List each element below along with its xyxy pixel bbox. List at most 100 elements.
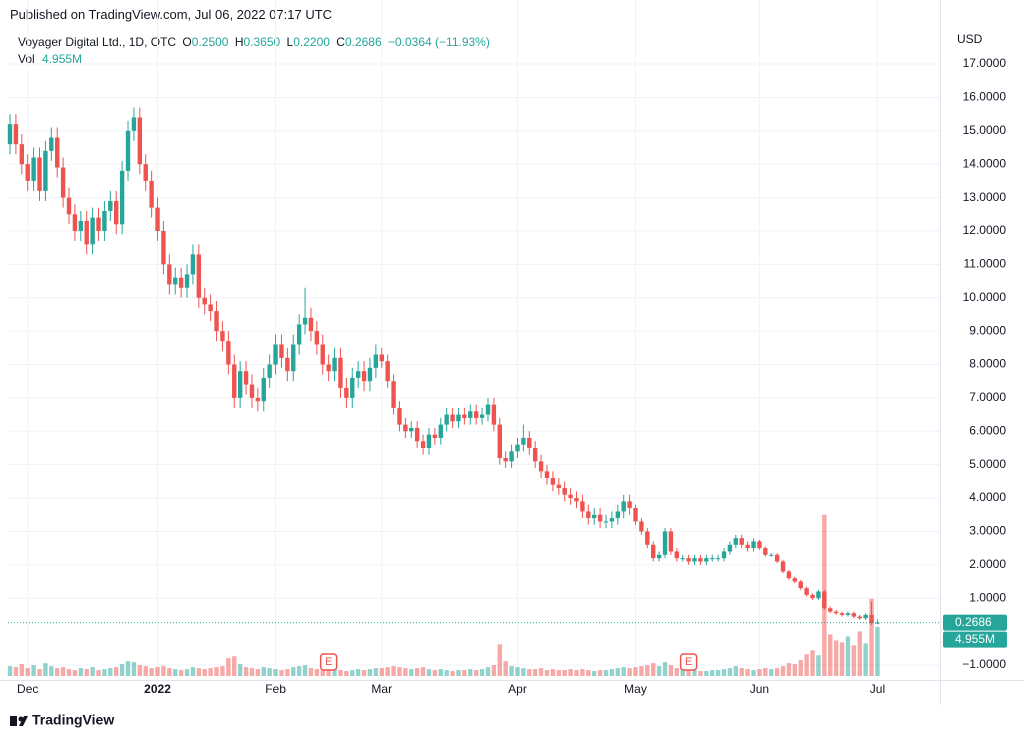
brand: TradingView	[32, 712, 114, 728]
volume-bar	[385, 667, 390, 676]
y-tick-label: 14.0000	[963, 156, 1007, 170]
volume-bar	[338, 670, 343, 676]
volume-bar	[532, 669, 538, 676]
candle-body	[214, 311, 219, 332]
volume-bar	[173, 669, 178, 676]
volume-bar	[751, 670, 756, 676]
volume-bar	[13, 667, 19, 676]
x-tick-label: 2022	[144, 682, 171, 696]
candle-body	[43, 150, 48, 191]
volume-bar	[66, 669, 72, 676]
candle-body	[609, 518, 615, 522]
candle-body	[698, 558, 703, 562]
candle-body	[155, 207, 160, 231]
candle-body	[633, 508, 638, 522]
candle-body	[774, 554, 780, 562]
logo: TradingView	[10, 712, 114, 728]
candle-body	[143, 164, 148, 181]
volume-bar	[550, 669, 556, 676]
candle-body	[137, 117, 143, 165]
candle-body	[739, 538, 744, 545]
volume-bar	[43, 663, 48, 676]
volume-bar	[350, 670, 355, 676]
candle-body	[869, 614, 874, 624]
c-value: 0.2686	[344, 35, 382, 49]
volume-bar	[804, 654, 809, 676]
candle-body	[19, 144, 25, 165]
volume-bar	[615, 668, 621, 676]
c-label: C	[336, 35, 345, 49]
y-tick-label: −1.0000	[962, 657, 1006, 671]
x-tick-label: Feb	[265, 682, 286, 696]
volume-bar	[214, 667, 219, 676]
candle-body	[361, 371, 367, 382]
candle-body	[833, 611, 839, 614]
candle-body	[780, 561, 786, 572]
volume-bar	[409, 669, 414, 676]
earnings-label: E	[325, 656, 332, 668]
candle-body	[479, 414, 485, 418]
volume-bar	[403, 668, 408, 676]
earnings-marker	[679, 653, 698, 671]
volume-bar	[562, 670, 567, 676]
volume-bar	[114, 667, 119, 676]
volume-bar	[279, 670, 284, 676]
candle-body	[49, 137, 54, 151]
candle-body	[710, 558, 715, 560]
y-tick-label: 17.0000	[963, 56, 1007, 70]
volume-legend: Vol 4.955M	[18, 52, 82, 66]
volume-bar	[509, 666, 514, 676]
volume-bar	[261, 667, 266, 676]
volume-bar	[651, 663, 656, 676]
candle-body	[662, 531, 668, 555]
candle-body	[31, 157, 36, 181]
candle-body	[350, 377, 355, 398]
volume-bar	[108, 668, 113, 676]
volume-bar	[444, 670, 449, 676]
candle-body	[462, 414, 467, 418]
candle-body	[527, 437, 532, 448]
candle-body	[391, 381, 396, 408]
y-tick-label: 13.0000	[963, 190, 1007, 204]
volume-bar	[90, 667, 95, 676]
candle-body	[7, 124, 13, 145]
candle-body	[367, 367, 373, 382]
candle-body	[308, 317, 314, 332]
volume-bar	[167, 668, 172, 676]
volume-bar	[302, 665, 308, 676]
candle-body	[839, 613, 845, 615]
change: −0.0364 (−11.93%)	[387, 35, 490, 49]
volume-bar	[763, 668, 768, 676]
volume-bar	[875, 626, 880, 676]
candle-body	[668, 531, 674, 552]
candle-body	[409, 427, 414, 432]
volume-bar	[367, 669, 373, 676]
y-tick-label: 3.0000	[969, 524, 1006, 538]
candle-body	[845, 613, 851, 615]
candle-body	[538, 461, 544, 472]
candle-body	[261, 377, 266, 402]
candle-body	[597, 514, 603, 522]
volume-bar	[739, 668, 744, 676]
o-label: O	[182, 35, 192, 49]
volume-bar	[326, 667, 331, 676]
volume-bar	[125, 661, 131, 676]
candle-body	[13, 124, 19, 145]
volume-bar	[31, 665, 36, 676]
volume-bar	[273, 669, 278, 676]
volume-bar	[515, 667, 520, 676]
volume-bar	[810, 650, 815, 676]
volume-bar	[692, 670, 697, 676]
candle-body	[556, 484, 561, 489]
candle-body	[314, 331, 320, 345]
volume-bar	[102, 669, 107, 676]
candle-body	[568, 494, 573, 499]
volume-bar	[586, 670, 591, 676]
volume-bar	[397, 667, 402, 676]
candle-body	[243, 371, 249, 385]
y-tick-label: 1.0000	[969, 590, 1006, 604]
volume-bar	[568, 669, 573, 676]
volume-bar	[656, 666, 662, 676]
candle-body	[338, 357, 343, 388]
